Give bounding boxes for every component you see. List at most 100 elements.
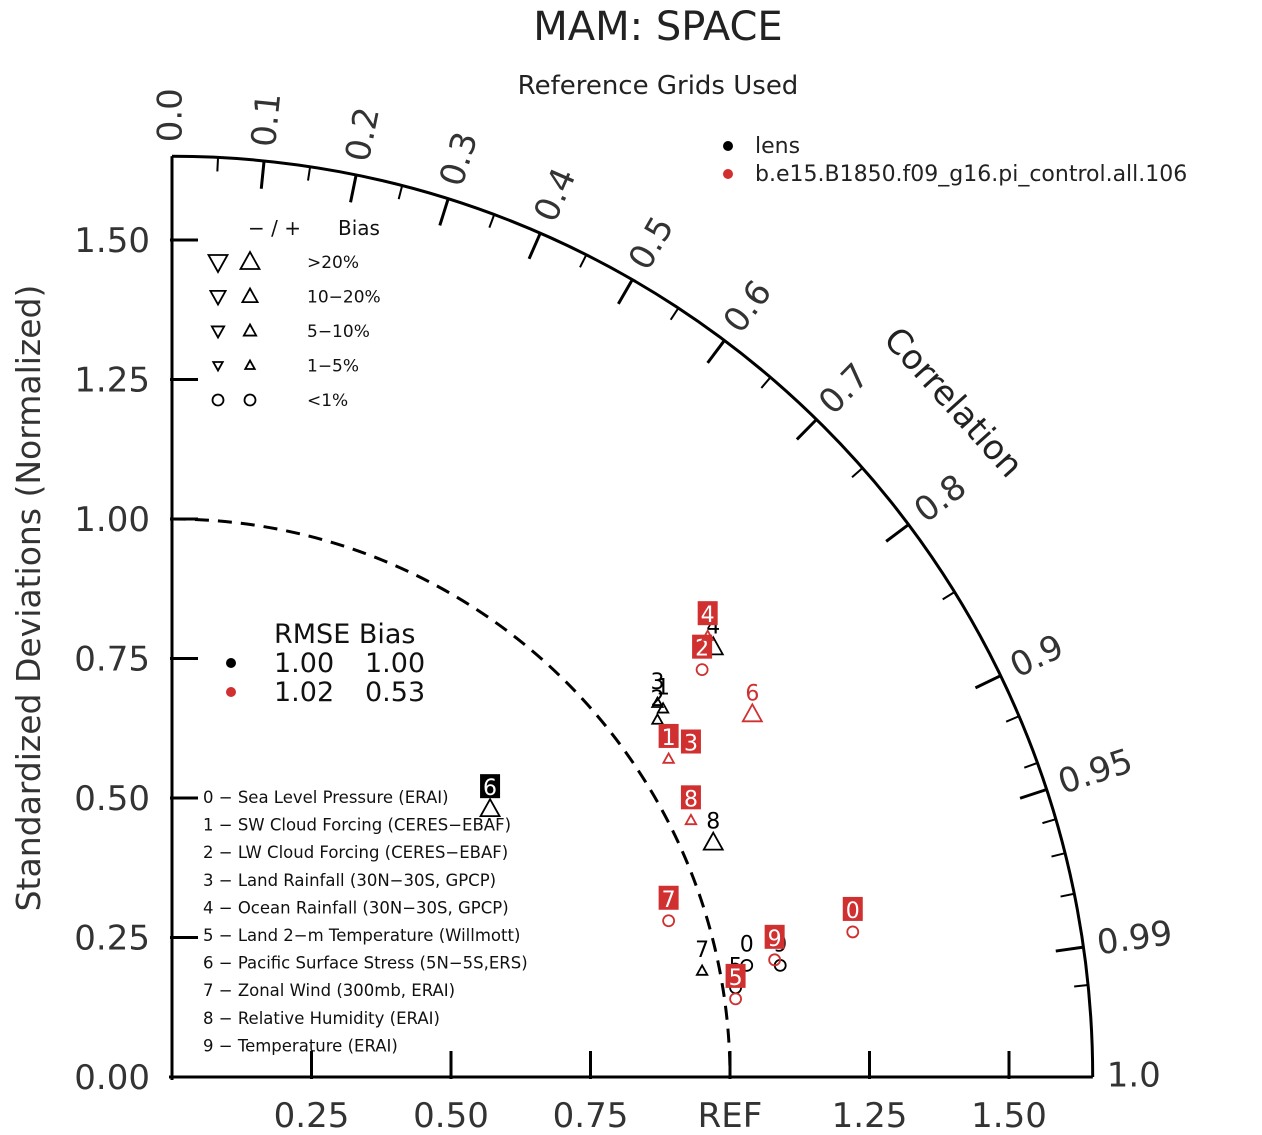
point-label-box (658, 723, 679, 748)
point-marker-circle (846, 925, 860, 939)
bias-legend-up-triangle (240, 286, 260, 303)
point-label: 7 (695, 938, 709, 963)
point-marker-triangle (702, 830, 725, 851)
correlation-minor-tick (397, 185, 404, 200)
correlation-major-tick (974, 674, 1002, 690)
correlation-major-tick (1055, 945, 1084, 953)
chart-title: MAM: SPACE (533, 4, 782, 50)
point-marker-triangle (479, 797, 502, 818)
series-legend-dot (723, 169, 733, 179)
variable-legend-item: 8 − Relative Humidity (ERAI) (203, 1009, 440, 1028)
correlation-minor-tick (669, 307, 680, 321)
rmse-legend-dot (226, 687, 236, 697)
variable-legend-item: 0 − Sea Level Pressure (ERAI) (203, 788, 449, 807)
bias-legend-row-label: >20% (307, 253, 359, 273)
data-point: 1 (656, 676, 670, 714)
point-label-box (658, 885, 679, 910)
variable-legend-item: 2 − LW Cloud Forcing (CERES−EBAF) (203, 843, 508, 862)
rmse-legend-bias-value: 1.00 (365, 648, 425, 679)
bias-legend-row-label: 5−10% (307, 322, 370, 342)
y-axis-label: Standardized Deviations (Normalized) (9, 285, 48, 912)
point-label: 6 (483, 776, 497, 801)
correlation-tick-label: 0.9 (1004, 627, 1070, 687)
point-label-box (842, 896, 863, 921)
point-label: 7 (662, 888, 676, 913)
correlation-minor-tick (216, 157, 220, 172)
reference-arc (171, 517, 732, 1078)
y-tick-label: 0.50 (74, 779, 150, 819)
point-label: 5 (729, 966, 743, 991)
correlation-tick-label: 0.4 (526, 162, 584, 228)
correlation-tick-label: 0.99 (1094, 913, 1175, 963)
rmse-legend-header: RMSE Bias (274, 619, 415, 650)
y-tick-label: 0.75 (74, 640, 150, 680)
chart-subtitle: Reference Grids Used (518, 71, 799, 101)
y-tick-label: 0.25 (74, 919, 150, 959)
bias-legend: − / + Bias >20% 10−20% 5−10% 1−5% <1% (206, 216, 381, 411)
series-legend-name: lens (755, 134, 800, 159)
point-label-box (725, 963, 746, 988)
correlation-label: Correlation (876, 320, 1031, 486)
point-label-box (764, 924, 785, 949)
correlation-tick-label: 0.6 (716, 273, 780, 340)
series-legend-name: b.e15.B1850.f09_g16.pi_control.all.106 (755, 162, 1187, 187)
correlation-major-tick (438, 198, 450, 226)
point-label: 3 (650, 670, 664, 695)
x-tick-label: 0.50 (413, 1096, 489, 1135)
rmse-legend-rmse-value: 1.02 (274, 677, 334, 708)
data-point: 4 (697, 601, 718, 641)
point-label: 0 (740, 932, 754, 957)
correlation-tick-label: 0.8 (907, 467, 974, 531)
x-tick-label: REF (698, 1096, 763, 1135)
data-point: 0 (842, 896, 863, 939)
correlation-tick-label: 1.0 (1107, 1056, 1161, 1096)
correlation-minor-tick (760, 376, 772, 389)
correlation-tick-label: 0.1 (244, 91, 289, 149)
axes (169, 154, 1095, 1080)
correlation-minor-tick (1005, 715, 1020, 723)
point-label: 9 (768, 927, 782, 952)
point-label: 6 (745, 681, 759, 706)
x-tick-label: 0.25 (274, 1096, 350, 1135)
correlation-tick-label: 0.5 (621, 210, 683, 277)
correlation-tick-label: 0.0 (151, 88, 191, 142)
correlation-minor-tick (488, 214, 496, 228)
bias-legend-down-triangle (211, 361, 225, 373)
rmse-legend: RMSE Bias 1.00 1.001.02 0.53 (226, 619, 425, 708)
data-point: 9 (764, 924, 785, 967)
variable-legend-item: 1 − SW Cloud Forcing (CERES−EBAF) (203, 816, 511, 835)
correlation-arc (171, 154, 1095, 1078)
point-marker-triangle (741, 702, 764, 723)
data-point: 1 (658, 723, 679, 764)
bias-legend-up-triangle (242, 322, 258, 337)
x-tick-label: 0.75 (553, 1096, 629, 1135)
data-point: 3 (680, 729, 701, 757)
bias-legend-row-label: 1−5% (307, 357, 359, 377)
correlation-major-tick (259, 160, 266, 189)
point-marker-triangle-small (661, 751, 676, 764)
data-point: 7 (695, 938, 709, 976)
point-label-box (697, 601, 718, 626)
correlation-major-tick (349, 174, 358, 203)
x-tick-label: 1.50 (971, 1096, 1047, 1135)
rmse-legend-rmse-value: 1.00 (274, 648, 334, 679)
series-legend-dot (723, 141, 733, 151)
correlation-tick-label: 0.2 (338, 104, 388, 165)
bias-legend-row-label: 10−20% (307, 288, 381, 308)
correlation-minor-tick (307, 166, 312, 181)
correlation-minor-tick (1051, 852, 1066, 858)
bias-legend-circle (211, 393, 225, 407)
rmse-legend-dot (226, 658, 236, 668)
point-label: 3 (684, 732, 698, 757)
correlation-major-tick (795, 418, 818, 441)
variable-legend-item: 6 − Pacific Surface Stress (5N−5S,ERS) (203, 954, 528, 973)
point-marker-circle (695, 663, 709, 677)
point-label: 1 (662, 726, 676, 751)
variable-legend-item: 7 − Zonal Wind (300mb, ERAI) (203, 981, 455, 1000)
data-point: 7 (658, 885, 679, 928)
point-label-box (680, 785, 701, 810)
correlation-major-tick (706, 339, 726, 364)
rmse-legend-bias-value: 0.53 (365, 677, 425, 708)
bias-legend-signs: − / + (248, 216, 301, 240)
correlation-minor-tick (851, 467, 864, 479)
